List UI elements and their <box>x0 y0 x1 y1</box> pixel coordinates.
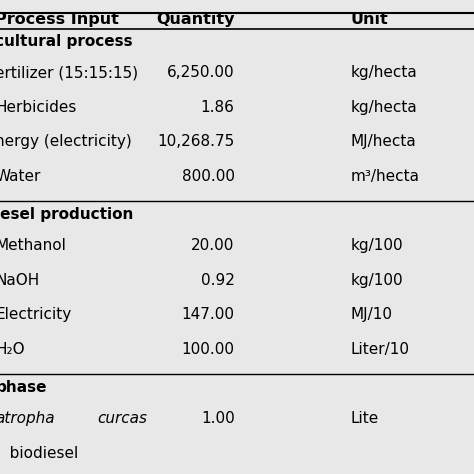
Text: kg/100: kg/100 <box>351 273 403 288</box>
Text: kg/100: kg/100 <box>351 238 403 253</box>
Text: 800.00: 800.00 <box>182 169 235 184</box>
Text: ertilizer (15:15:15): ertilizer (15:15:15) <box>0 65 138 80</box>
Text: nergy (electricity): nergy (electricity) <box>0 134 132 149</box>
Text: H₂O: H₂O <box>0 342 25 357</box>
Text: atropha: atropha <box>0 411 55 426</box>
Text: 6,250.00: 6,250.00 <box>167 65 235 80</box>
Text: 100.00: 100.00 <box>182 342 235 357</box>
Text: Liter/10: Liter/10 <box>351 342 410 357</box>
Text: MJ/hecta: MJ/hecta <box>351 134 417 149</box>
Text: m³/hecta: m³/hecta <box>351 169 420 184</box>
Text: Methanol: Methanol <box>0 238 66 253</box>
Text: biodiesel: biodiesel <box>0 446 79 461</box>
Text: 147.00: 147.00 <box>182 307 235 322</box>
Text: 0.92: 0.92 <box>201 273 235 288</box>
Text: kg/hecta: kg/hecta <box>351 100 418 115</box>
Text: Water: Water <box>0 169 41 184</box>
Text: curcas: curcas <box>97 411 147 426</box>
Text: phase: phase <box>0 380 47 395</box>
Text: cultural process: cultural process <box>0 34 133 49</box>
Text: 1.86: 1.86 <box>201 100 235 115</box>
Text: Quantity: Quantity <box>156 12 235 27</box>
Text: Unit: Unit <box>351 12 389 27</box>
Text: 1.00: 1.00 <box>201 411 235 426</box>
Text: Process Input: Process Input <box>0 12 119 27</box>
Text: kg/hecta: kg/hecta <box>351 65 418 80</box>
Text: MJ/10: MJ/10 <box>351 307 393 322</box>
Text: Herbicides: Herbicides <box>0 100 77 115</box>
Text: iesel production: iesel production <box>0 207 134 222</box>
Text: Lite: Lite <box>351 411 379 426</box>
Text: 20.00: 20.00 <box>191 238 235 253</box>
Text: NaOH: NaOH <box>0 273 39 288</box>
Text: Electricity: Electricity <box>0 307 72 322</box>
Text: 10,268.75: 10,268.75 <box>157 134 235 149</box>
